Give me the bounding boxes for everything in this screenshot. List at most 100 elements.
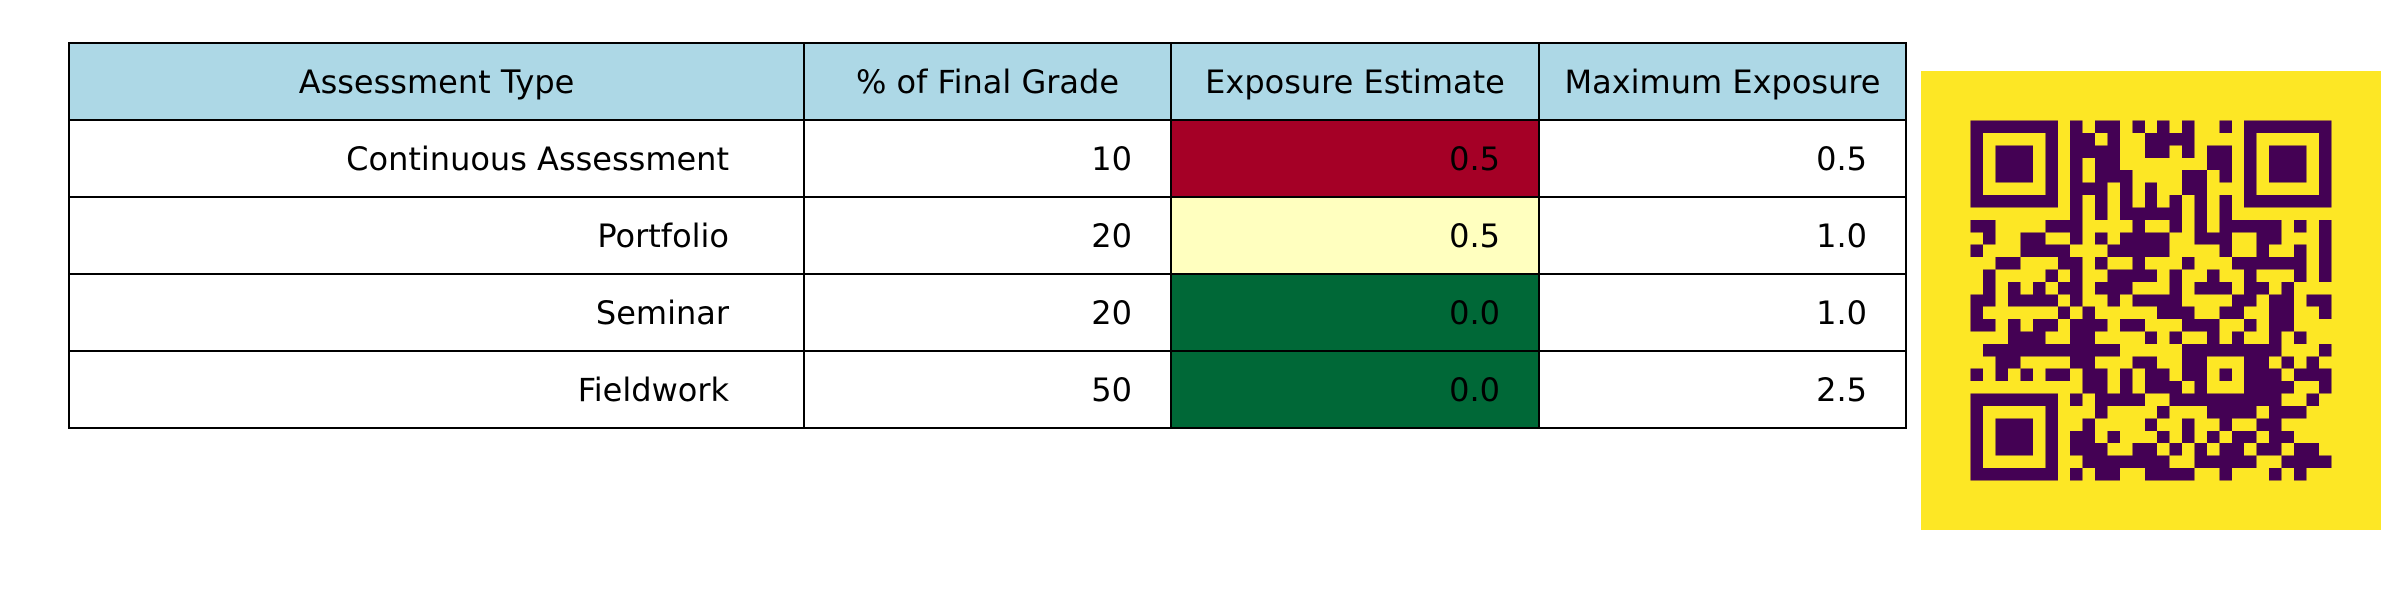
qr-module <box>2318 294 2332 307</box>
qr-module <box>1970 157 1984 171</box>
qr-module <box>2269 170 2282 183</box>
qr-module <box>1995 120 2009 134</box>
qr-module <box>2318 232 2332 245</box>
qr-module <box>2244 368 2257 382</box>
qr-module <box>2045 182 2058 196</box>
qr-module <box>2318 257 2332 270</box>
qr-module <box>1970 306 1984 320</box>
qr-module <box>2244 157 2257 171</box>
qr-module <box>2032 195 2046 208</box>
qr-module <box>2169 207 2183 220</box>
qr-module <box>2269 343 2282 357</box>
qr-module <box>2144 182 2158 196</box>
qr-module <box>2182 120 2195 134</box>
qr-module <box>2020 343 2033 357</box>
assessment-table: Assessment Type % of Final Grade Exposur… <box>68 42 1907 429</box>
qr-module <box>2057 281 2071 295</box>
qr-module <box>1970 219 1984 233</box>
grade-percent-cell: 10 <box>803 119 1172 198</box>
qr-module <box>2269 381 2282 394</box>
qr-module <box>2269 145 2282 158</box>
qr-module <box>2269 257 2282 270</box>
qr-module <box>2107 430 2120 444</box>
qr-module <box>2318 120 2332 134</box>
qr-module <box>2219 145 2232 158</box>
qr-module <box>2206 331 2220 344</box>
qr-module <box>2293 467 2307 481</box>
qr-module <box>1970 319 1984 332</box>
qr-module <box>2032 331 2046 344</box>
qr-module <box>2132 294 2145 307</box>
qr-module <box>1995 356 2009 369</box>
qr-module <box>1995 145 2009 158</box>
qr-module <box>2157 467 2170 481</box>
qr-module <box>2256 232 2270 245</box>
qr-module <box>2107 467 2120 481</box>
qr-module <box>2144 381 2158 394</box>
qr-module <box>2057 368 2071 382</box>
qr-module <box>2157 244 2170 258</box>
qr-module <box>2132 269 2145 282</box>
qr-module <box>2219 443 2232 456</box>
qr-module <box>1983 393 1996 406</box>
qr-module <box>2244 133 2257 146</box>
qr-module <box>2008 331 2021 344</box>
qr-module <box>2132 257 2145 270</box>
qr-module <box>2293 219 2307 233</box>
qr-module <box>2008 257 2021 270</box>
qr-module <box>2070 133 2083 146</box>
assessment-type-cell: Portfolio <box>68 196 805 275</box>
qr-module <box>2132 120 2145 134</box>
qr-module <box>2107 120 2120 134</box>
qr-module <box>2293 455 2307 468</box>
qr-module <box>2008 418 2021 431</box>
table-row: Portfolio 20 0.5 1.0 <box>68 196 1907 275</box>
qr-module <box>2244 294 2257 307</box>
qr-module <box>2231 443 2245 456</box>
qr-module <box>2144 244 2158 258</box>
table-row: Fieldwork 50 0.0 2.5 <box>68 350 1907 429</box>
qr-module <box>2070 319 2083 332</box>
qr-module <box>2244 381 2257 394</box>
qr-module <box>2119 182 2133 196</box>
qr-module <box>2219 170 2232 183</box>
qr-module <box>2256 418 2270 431</box>
qr-module <box>2008 195 2021 208</box>
qr-module <box>2107 145 2120 158</box>
qr-module <box>2132 232 2145 245</box>
qr-module <box>2157 368 2170 382</box>
qr-module <box>2070 269 2083 282</box>
qr-module <box>2132 244 2145 258</box>
qr-module <box>2194 207 2207 220</box>
qr-module <box>1970 455 1984 468</box>
column-header: Assessment Type <box>68 42 805 121</box>
qr-module <box>2269 368 2282 382</box>
qr-module <box>2231 455 2245 468</box>
qr-module <box>2219 157 2232 171</box>
qr-module <box>2219 219 2232 233</box>
qr-module <box>2020 120 2033 134</box>
qr-module <box>2219 244 2232 258</box>
qr-module <box>1995 343 2009 357</box>
qr-module <box>2132 455 2145 468</box>
qr-module <box>2219 120 2232 134</box>
qr-module <box>2045 319 2058 332</box>
qr-module <box>2032 343 2046 357</box>
qr-module <box>2231 331 2245 344</box>
qr-module <box>2318 381 2332 394</box>
qr-module <box>2194 281 2207 295</box>
qr-module <box>2306 443 2319 456</box>
qr-module <box>2095 145 2108 158</box>
qr-module <box>2144 356 2158 369</box>
qr-module <box>2281 195 2294 208</box>
qr-module <box>2070 467 2083 481</box>
qr-module <box>2269 319 2282 332</box>
qr-module <box>1970 244 1984 258</box>
qr-module <box>2293 145 2307 158</box>
qr-module <box>2169 269 2183 282</box>
qr-module <box>2169 393 2183 406</box>
qr-module <box>2045 405 2058 419</box>
qr-module <box>2306 393 2319 406</box>
qr-module <box>2119 381 2133 394</box>
qr-module <box>1995 170 2009 183</box>
